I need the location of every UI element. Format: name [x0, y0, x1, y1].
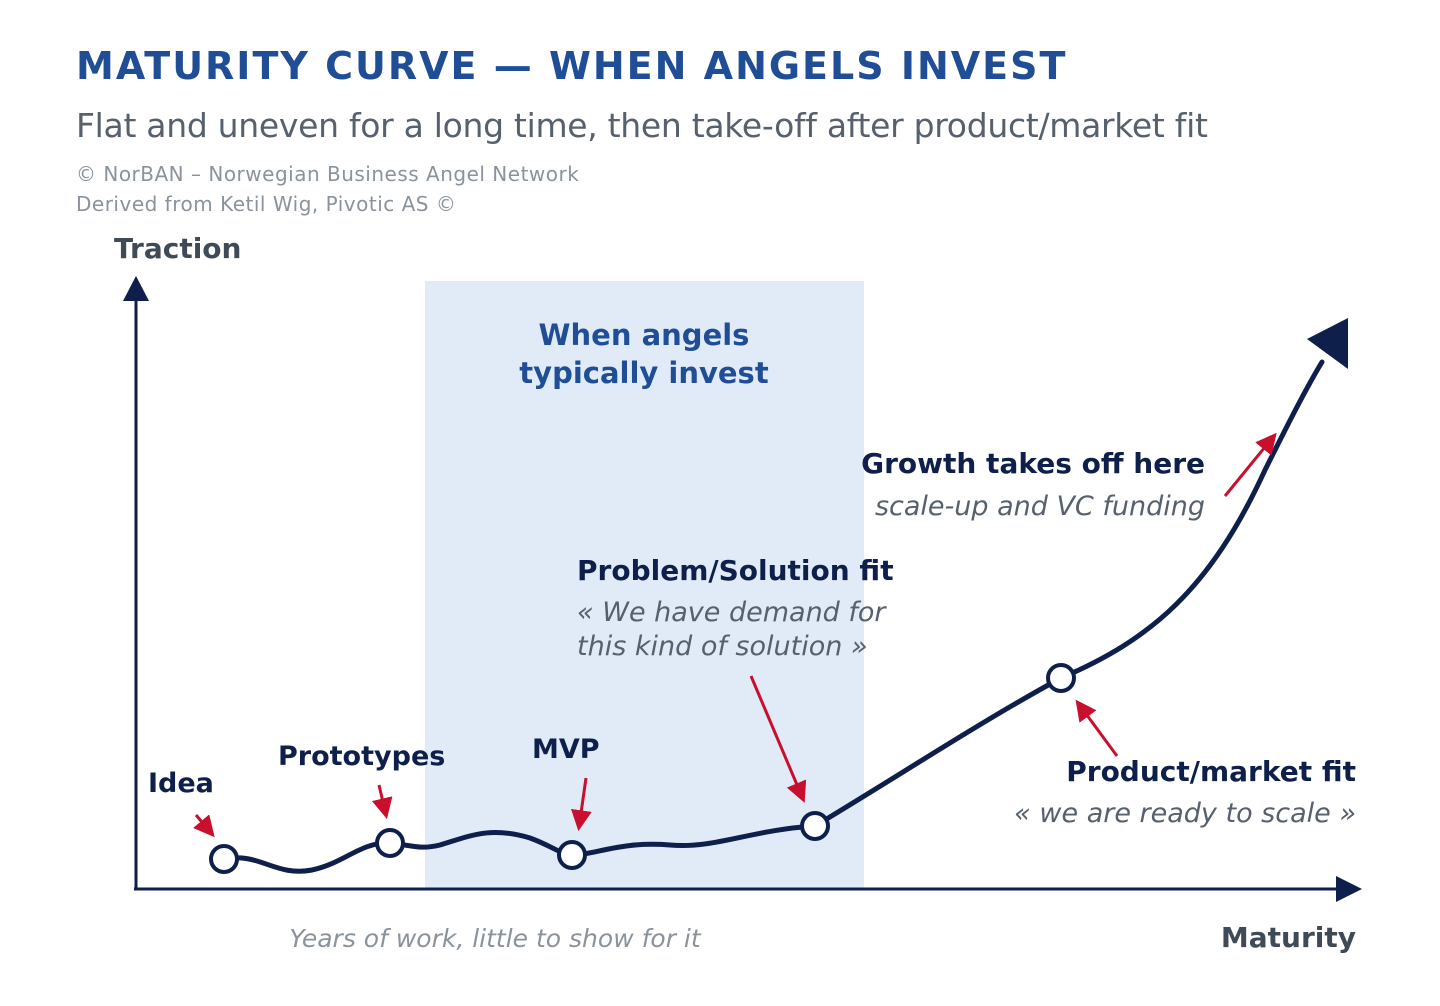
pointer-arrow-growth	[1223, 432, 1277, 497]
label-problem-solution-quote2: this kind of solution »	[577, 631, 868, 662]
pointer-arrow-problem-solution	[749, 675, 807, 803]
zone-label-line1: When angels	[539, 318, 750, 352]
x-axis-note: Years of work, little to show for it	[289, 924, 702, 953]
label-growth-note: scale-up and VC funding	[875, 491, 1205, 522]
credit-source: Derived from Ketil Wig, Pivotic AS ©	[76, 192, 457, 216]
milestone-problem-solution-fit	[800, 811, 830, 841]
page-title: MATURITY CURVE — WHEN ANGELS INVEST	[76, 44, 1068, 88]
milestone-product-market-fit	[1046, 663, 1076, 693]
label-prototypes: Prototypes	[278, 741, 445, 772]
curve-arrowhead	[1307, 318, 1348, 369]
label-growth-title: Growth takes off here	[861, 447, 1205, 480]
page-subtitle: Flat and uneven for a long time, then ta…	[76, 106, 1208, 145]
label-problem-solution-title: Problem/Solution fit	[577, 554, 894, 587]
milestone-mvp	[557, 840, 587, 870]
milestone-prototypes	[375, 828, 405, 858]
credit-norban: © NorBAN – Norwegian Business Angel Netw…	[76, 162, 580, 186]
y-axis-arrowhead	[123, 276, 149, 301]
label-product-market-quote: « we are ready to scale »	[1014, 798, 1356, 829]
label-problem-solution-quote1: « We have demand for	[577, 597, 887, 628]
label-product-market-title: Product/market fit	[1066, 755, 1356, 788]
label-idea: Idea	[148, 768, 214, 799]
pointer-arrow-mvp	[570, 777, 592, 832]
x-axis-arrowhead	[1336, 876, 1362, 902]
zone-label-line2: typically invest	[519, 356, 769, 390]
pointer-arrow-product-market	[1075, 699, 1119, 757]
x-axis-label: Maturity	[1221, 921, 1356, 954]
milestone-idea	[209, 844, 239, 874]
y-axis-label: Traction	[114, 232, 241, 265]
label-mvp: MVP	[532, 734, 600, 765]
pointer-arrow-idea	[193, 814, 215, 838]
pointer-arrow-prototypes	[371, 784, 393, 820]
